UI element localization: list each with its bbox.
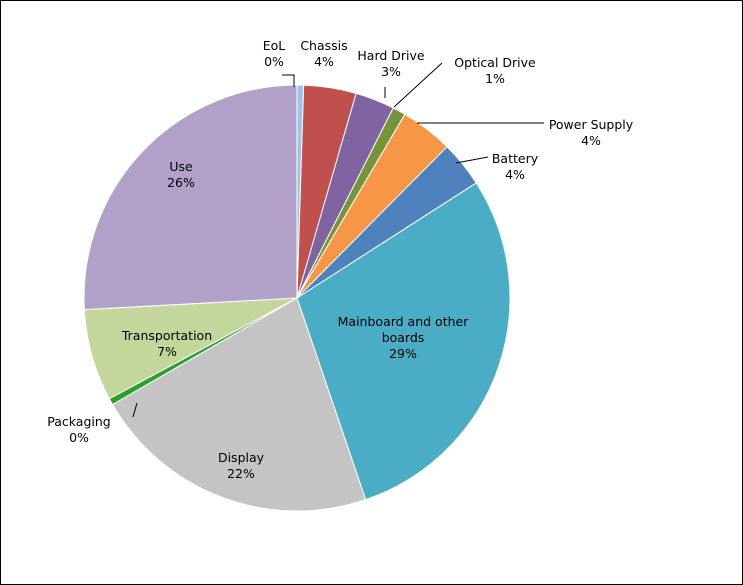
slice-label-power-supply: Power Supply 4% [549, 117, 634, 148]
pie-slice-use [83, 84, 298, 311]
pie-slices [83, 84, 511, 512]
slice-labels: EoL 0% Chassis 4% Hard Drive 3% Optical Drive 1… [47, 38, 634, 481]
leader-line-optical-drive [393, 62, 443, 108]
slice-label-mainboard-and-other-boards: Mainboard and other boards 29% [338, 314, 470, 361]
slice-label-battery: Battery 4% [492, 151, 539, 182]
slice-label-use: Use 26% [167, 159, 195, 190]
leader-line-battery [455, 156, 489, 164]
slice-label-optical-drive: Optical Drive 1% [454, 55, 536, 86]
leader-line-packaging [132, 402, 138, 418]
slice-label-display: Display 22% [218, 450, 265, 481]
slice-label-packaging: Packaging 0% [47, 414, 110, 445]
pie-slice-mainboard-and-other-boards [296, 182, 511, 501]
slice-label-eol: EoL 0% [263, 38, 286, 69]
slice-label-chassis: Chassis 4% [300, 38, 347, 69]
slice-label-hard-drive: Hard Drive 3% [357, 48, 425, 79]
leader-lines [132, 62, 544, 418]
slice-label-transportation: Transportation 7% [121, 328, 212, 359]
pie-slice-display [111, 297, 367, 512]
leader-line-eol [282, 74, 295, 87]
